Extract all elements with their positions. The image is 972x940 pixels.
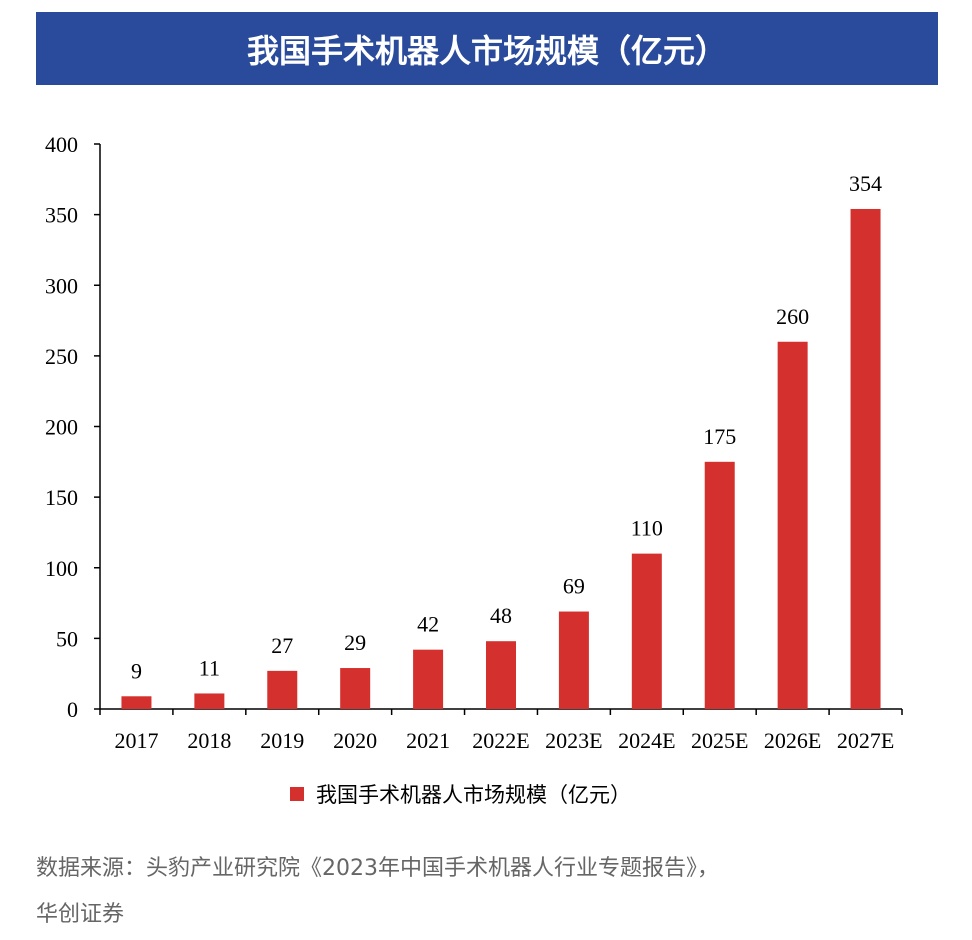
bar bbox=[558, 611, 589, 709]
bar-value-label: 29 bbox=[344, 630, 366, 655]
bar-value-label: 175 bbox=[703, 424, 736, 449]
y-tick-label: 400 bbox=[45, 132, 78, 157]
bar bbox=[267, 670, 298, 709]
bar-value-label: 11 bbox=[199, 655, 220, 680]
legend-swatch bbox=[290, 787, 304, 801]
y-tick-label: 300 bbox=[45, 273, 78, 298]
bar-value-label: 260 bbox=[776, 304, 809, 329]
bar-value-label: 27 bbox=[271, 633, 293, 658]
y-tick-label: 100 bbox=[45, 556, 78, 581]
bar bbox=[631, 553, 662, 709]
legend-label: 我国手术机器人市场规模（亿元） bbox=[316, 783, 631, 807]
bar-value-label: 9 bbox=[131, 658, 142, 683]
x-tick-label: 2019 bbox=[260, 728, 304, 753]
x-tick-label: 2021 bbox=[406, 728, 450, 753]
bar bbox=[704, 461, 735, 709]
x-tick-label: 2027E bbox=[837, 728, 894, 753]
x-tick-label: 2025E bbox=[691, 728, 748, 753]
x-tick-label: 2026E bbox=[764, 728, 821, 753]
x-tick-label: 2020 bbox=[333, 728, 377, 753]
legend: 我国手术机器人市场规模（亿元） bbox=[290, 778, 631, 810]
bar bbox=[850, 208, 881, 709]
source-note: 数据来源：头豹产业研究院《2023年中国手术机器人行业专题报告》， 华创证券 bbox=[36, 846, 946, 938]
bar bbox=[486, 641, 516, 709]
bar-value-label: 48 bbox=[490, 603, 512, 628]
x-tick-label: 2017 bbox=[114, 728, 158, 753]
x-tick-label: 2022E bbox=[472, 728, 529, 753]
bar bbox=[194, 693, 225, 709]
bar bbox=[340, 668, 371, 709]
bar bbox=[121, 696, 152, 709]
bar-value-label: 42 bbox=[417, 612, 439, 637]
chart-title-banner: 我国手术机器人市场规模（亿元） bbox=[36, 12, 938, 85]
bar-chart: 0 50 100 150 200 250 300 350 400 9 2017 11 2018 27 201… bbox=[0, 120, 972, 820]
source-line-1: 数据来源：头豹产业研究院《2023年中国手术机器人行业专题报告》， bbox=[36, 856, 719, 881]
y-tick-label: 0 bbox=[67, 697, 78, 722]
y-tick-label: 250 bbox=[45, 344, 78, 369]
y-tick-label: 50 bbox=[56, 626, 78, 651]
y-tick-label: 200 bbox=[45, 415, 78, 440]
x-tick-label: 2018 bbox=[187, 728, 231, 753]
bar-value-label: 110 bbox=[631, 516, 663, 541]
y-tick-label: 350 bbox=[45, 203, 78, 228]
bar-value-label: 354 bbox=[849, 171, 882, 196]
bar bbox=[777, 341, 808, 709]
chart-title: 我国手术机器人市场规模（亿元） bbox=[246, 31, 727, 70]
source-line-2: 华创证券 bbox=[36, 902, 125, 927]
bar-value-label: 69 bbox=[563, 574, 585, 599]
x-tick-label: 2023E bbox=[545, 728, 602, 753]
y-tick-label: 150 bbox=[45, 485, 78, 510]
bar bbox=[413, 649, 444, 709]
x-tick-label: 2024E bbox=[618, 728, 675, 753]
bar-chart-svg: 0 50 100 150 200 250 300 350 400 9 2017 11 2018 27 201… bbox=[45, 132, 903, 753]
